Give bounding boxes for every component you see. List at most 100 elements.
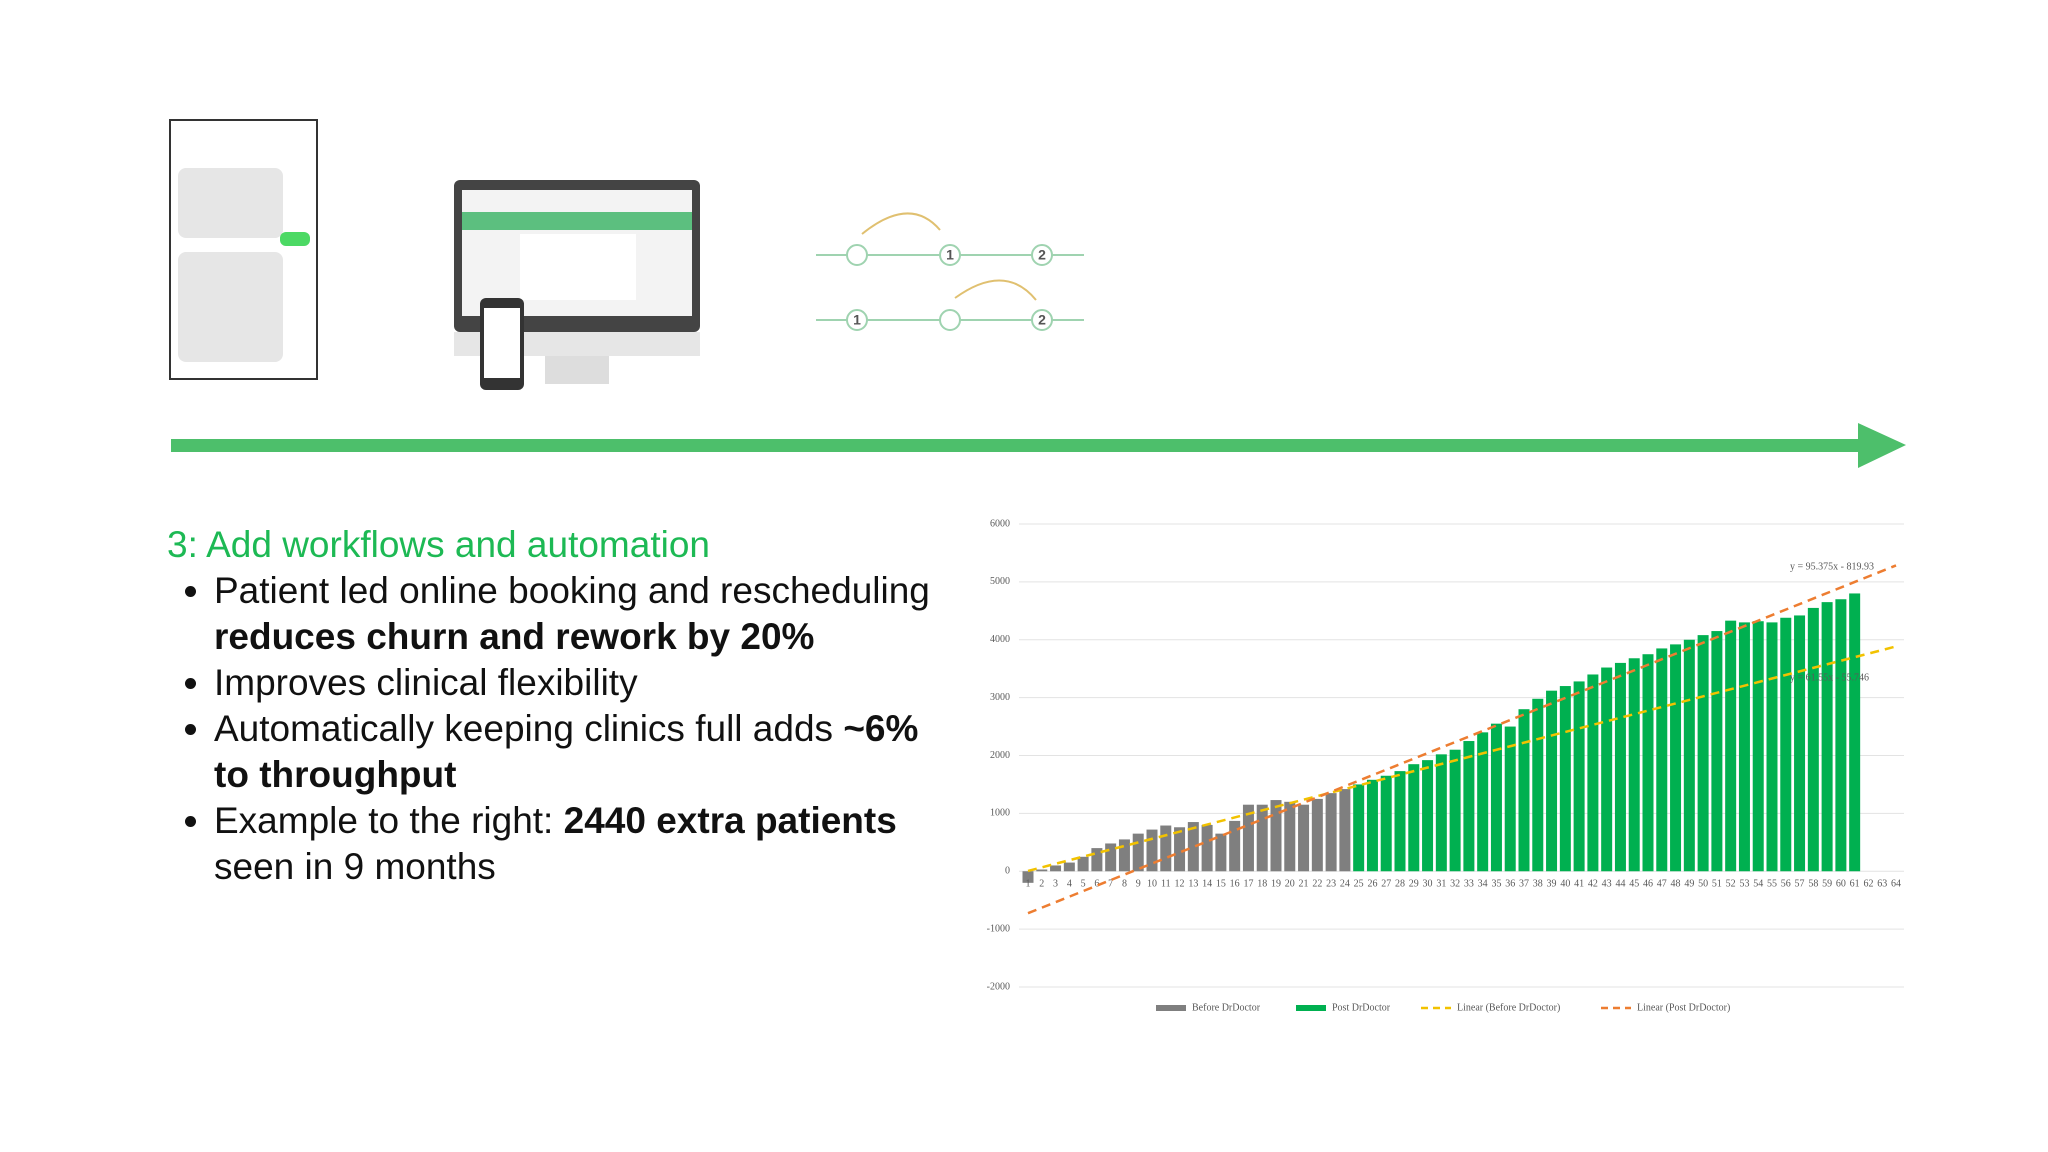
x-tick-label: 59 bbox=[1822, 878, 1832, 889]
bar bbox=[1573, 681, 1585, 872]
bar bbox=[1518, 709, 1530, 872]
bar bbox=[1394, 771, 1406, 872]
bullet: Example to the right: 2440 extra patient… bbox=[214, 798, 957, 890]
bar bbox=[1229, 820, 1241, 872]
bar bbox=[1821, 602, 1833, 872]
bar bbox=[1807, 607, 1819, 872]
x-tick-label: 38 bbox=[1533, 878, 1543, 889]
bar bbox=[1449, 749, 1461, 872]
x-tick-label: 30 bbox=[1423, 878, 1433, 889]
x-tick-label: 61 bbox=[1850, 878, 1860, 889]
x-tick-label: 55 bbox=[1767, 878, 1777, 889]
x-tick-label: 57 bbox=[1795, 878, 1805, 889]
bullet: Automatically keeping clinics full adds … bbox=[214, 706, 957, 798]
x-tick-label: 23 bbox=[1326, 878, 1336, 889]
x-tick-label: 54 bbox=[1753, 878, 1763, 889]
x-tick-label: 2 bbox=[1039, 878, 1044, 889]
x-tick-label: 34 bbox=[1478, 878, 1488, 889]
bar bbox=[1628, 658, 1640, 872]
bullet: Patient led online booking and reschedul… bbox=[214, 568, 957, 660]
y-tick-label: 6000 bbox=[990, 518, 1010, 529]
bar bbox=[1490, 723, 1502, 872]
diagram-label: 1 bbox=[853, 312, 861, 328]
bar bbox=[1725, 620, 1737, 872]
bullet-text: 2440 extra patients bbox=[563, 800, 897, 841]
bar bbox=[1146, 829, 1158, 872]
bar bbox=[1339, 789, 1351, 872]
y-tick-label: 2000 bbox=[990, 750, 1010, 761]
x-tick-label: 7 bbox=[1108, 878, 1113, 889]
bar bbox=[1477, 732, 1489, 872]
bar bbox=[1738, 622, 1750, 872]
heading: 3: Add workflows and automation bbox=[167, 524, 710, 565]
bar bbox=[1091, 848, 1103, 872]
bar bbox=[1353, 784, 1365, 872]
x-tick-label: 51 bbox=[1712, 878, 1722, 889]
bar bbox=[1683, 639, 1695, 872]
bar bbox=[1849, 593, 1861, 872]
x-tick-label: 27 bbox=[1381, 878, 1391, 889]
bar bbox=[1601, 667, 1613, 872]
bullet-text: Automatically keeping clinics full adds bbox=[214, 708, 844, 749]
bullet-text: reduces churn and rework by 20% bbox=[214, 616, 815, 657]
bullet-text: Improves clinical flexibility bbox=[214, 662, 638, 703]
trendline-label: y = 95.375x - 819.93 bbox=[1790, 561, 1874, 572]
bar bbox=[1215, 833, 1227, 872]
x-tick-label: 16 bbox=[1230, 878, 1240, 889]
diagram-label: 2 bbox=[1038, 247, 1046, 263]
bar bbox=[1284, 801, 1296, 872]
x-tick-label: 48 bbox=[1671, 878, 1681, 889]
x-tick-label: 63 bbox=[1877, 878, 1887, 889]
x-tick-label: 18 bbox=[1257, 878, 1267, 889]
x-tick-label: 36 bbox=[1505, 878, 1515, 889]
diagram-label: 2 bbox=[1038, 312, 1046, 328]
bar bbox=[1408, 764, 1420, 872]
x-tick-label: 17 bbox=[1243, 878, 1253, 889]
y-tick-label: 1000 bbox=[990, 808, 1010, 819]
bar bbox=[1270, 800, 1282, 872]
bar bbox=[1670, 644, 1682, 872]
bar bbox=[1036, 869, 1048, 872]
x-tick-label: 46 bbox=[1643, 878, 1653, 889]
bar bbox=[1325, 793, 1337, 872]
x-tick-label: 15 bbox=[1216, 878, 1226, 889]
x-tick-label: 21 bbox=[1299, 878, 1309, 889]
x-tick-label: 24 bbox=[1340, 878, 1350, 889]
bar bbox=[1311, 798, 1323, 872]
x-tick-label: 22 bbox=[1312, 878, 1322, 889]
y-tick-label: 0 bbox=[1005, 866, 1010, 877]
y-tick-label: 3000 bbox=[990, 692, 1010, 703]
bar bbox=[1105, 843, 1117, 872]
bullet-text: Example to the right: bbox=[214, 800, 564, 841]
bullet-text: seen in 9 months bbox=[214, 846, 496, 887]
bar bbox=[1256, 804, 1268, 872]
x-tick-label: 1 bbox=[1026, 878, 1031, 889]
x-tick-label: 4 bbox=[1067, 878, 1072, 889]
bar bbox=[1532, 698, 1544, 872]
x-tick-label: 47 bbox=[1657, 878, 1667, 889]
bar bbox=[1656, 648, 1668, 872]
x-tick-label: 31 bbox=[1436, 878, 1446, 889]
bullet: Improves clinical flexibility bbox=[214, 660, 957, 706]
x-tick-label: 28 bbox=[1395, 878, 1405, 889]
x-tick-label: 8 bbox=[1122, 878, 1127, 889]
x-tick-label: 11 bbox=[1161, 878, 1171, 889]
bar bbox=[1160, 825, 1172, 872]
bar bbox=[1298, 804, 1310, 872]
bar bbox=[1587, 674, 1599, 872]
legend-swatch bbox=[1156, 1005, 1186, 1011]
bar bbox=[1422, 760, 1434, 872]
bar bbox=[1380, 775, 1392, 872]
text-block: 3: Add workflows and automation Patient … bbox=[167, 522, 957, 890]
x-tick-label: 25 bbox=[1354, 878, 1364, 889]
bar bbox=[1063, 862, 1075, 872]
trendline bbox=[1027, 564, 1897, 915]
y-tick-label: 5000 bbox=[990, 576, 1010, 587]
x-tick-label: 41 bbox=[1574, 878, 1584, 889]
x-tick-label: 6 bbox=[1094, 878, 1099, 889]
bullet-text: Patient led online booking and reschedul… bbox=[214, 570, 930, 611]
x-tick-label: 49 bbox=[1684, 878, 1694, 889]
x-tick-label: 58 bbox=[1808, 878, 1818, 889]
trendline bbox=[1027, 645, 1897, 873]
x-tick-label: 50 bbox=[1698, 878, 1708, 889]
